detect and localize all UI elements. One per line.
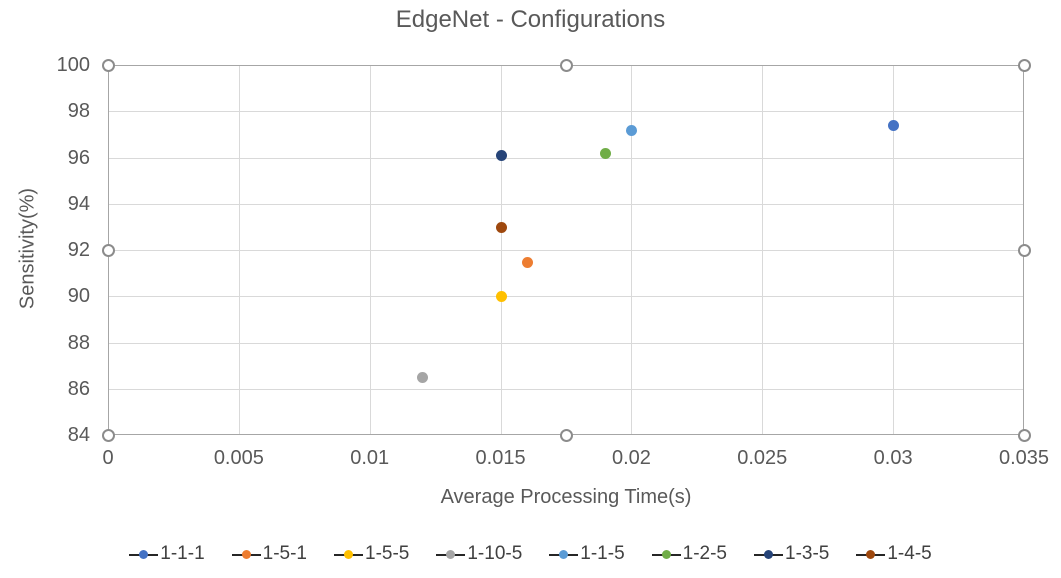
resize-handle[interactable] xyxy=(559,58,573,72)
horizontal-gridline xyxy=(109,111,1023,113)
y-tick-label: 98 xyxy=(67,100,90,123)
data-point-1-2-5[interactable] xyxy=(600,147,612,159)
legend-marker-icon xyxy=(231,549,261,560)
x-axis-title[interactable]: Average Processing Time(s) xyxy=(440,486,692,508)
data-point-1-5-5[interactable] xyxy=(495,291,507,303)
legend-label: 1-5-1 xyxy=(262,543,307,564)
resize-handle[interactable] xyxy=(1017,243,1031,257)
legend-marker-icon xyxy=(549,549,579,560)
data-point-1-4-5[interactable] xyxy=(495,221,507,233)
x-tick-label: 0.01 xyxy=(350,447,390,469)
x-tick-label: 0.025 xyxy=(737,447,788,469)
legend-marker-icon xyxy=(334,549,363,560)
x-tick-label: 0.005 xyxy=(213,447,264,469)
legend-label: 1-2-5 xyxy=(682,543,727,564)
resize-handle[interactable] xyxy=(1017,428,1031,442)
x-tick-label: 0.035 xyxy=(998,447,1050,469)
legend-label: 1-4-5 xyxy=(887,543,932,564)
y-tick-label: 84 xyxy=(67,424,90,446)
legend-item-1-1-5[interactable]: 1-1-5 xyxy=(549,543,625,565)
legend-item-1-10-5[interactable]: 1-10-5 xyxy=(436,543,522,565)
x-tick-label: 0.015 xyxy=(475,447,526,469)
legend: 1-1-1 1-5-1 1-5-5 1-10-5 1-1-5 1-2-5 1-3-5 1-4-… xyxy=(0,543,1061,565)
resize-handle[interactable] xyxy=(101,243,115,257)
horizontal-gridline xyxy=(109,203,1023,205)
resize-handle[interactable] xyxy=(101,428,115,442)
horizontal-gridline xyxy=(109,296,1023,298)
y-tick-label: 96 xyxy=(67,146,90,169)
legend-marker-icon xyxy=(754,549,783,560)
y-tick-label: 88 xyxy=(67,331,90,354)
x-tick-label: 0.02 xyxy=(611,447,651,469)
legend-label: 1-10-5 xyxy=(467,543,523,564)
y-tick-label: 86 xyxy=(67,377,90,400)
legend-label: 1-1-1 xyxy=(160,543,205,564)
horizontal-gridline xyxy=(109,250,1023,251)
legend-marker-icon xyxy=(436,549,466,560)
legend-marker-icon xyxy=(129,549,159,560)
legend-item-1-5-1[interactable]: 1-5-1 xyxy=(231,543,307,565)
legend-label: 1-5-5 xyxy=(365,543,410,564)
horizontal-gridline xyxy=(109,342,1023,344)
y-tick-label: 94 xyxy=(67,192,90,215)
resize-handle[interactable] xyxy=(559,428,573,442)
data-point-1-10-5[interactable] xyxy=(417,372,429,384)
legend-item-1-5-5[interactable]: 1-5-5 xyxy=(334,543,409,565)
data-point-1-5-1[interactable] xyxy=(521,256,533,268)
legend-item-1-2-5[interactable]: 1-2-5 xyxy=(651,543,727,565)
resize-handle[interactable] xyxy=(1017,58,1031,72)
data-point-1-1-5[interactable] xyxy=(626,124,638,136)
legend-item-1-1-1[interactable]: 1-1-1 xyxy=(129,543,205,565)
x-tick-label: 0.03 xyxy=(873,447,913,469)
legend-marker-icon xyxy=(651,549,681,560)
legend-label: 1-1-5 xyxy=(580,543,625,564)
legend-label: 1-3-5 xyxy=(785,543,830,564)
y-tick-label: 92 xyxy=(67,239,90,261)
horizontal-gridline xyxy=(109,157,1023,159)
resize-handle[interactable] xyxy=(101,58,115,72)
y-tick-label: 100 xyxy=(56,54,90,76)
horizontal-gridline xyxy=(109,388,1023,390)
legend-item-1-4-5[interactable]: 1-4-5 xyxy=(856,543,932,565)
chart-title[interactable]: EdgeNet - Configurations xyxy=(395,6,666,33)
legend-item-1-3-5[interactable]: 1-3-5 xyxy=(754,543,829,565)
data-point-1-1-1[interactable] xyxy=(888,120,900,132)
legend-marker-icon xyxy=(856,549,886,560)
data-point-1-3-5[interactable] xyxy=(495,150,507,162)
x-tick-label: 0 xyxy=(102,447,114,469)
y-tick-label: 90 xyxy=(67,285,90,308)
plot-area[interactable] xyxy=(108,65,1024,435)
